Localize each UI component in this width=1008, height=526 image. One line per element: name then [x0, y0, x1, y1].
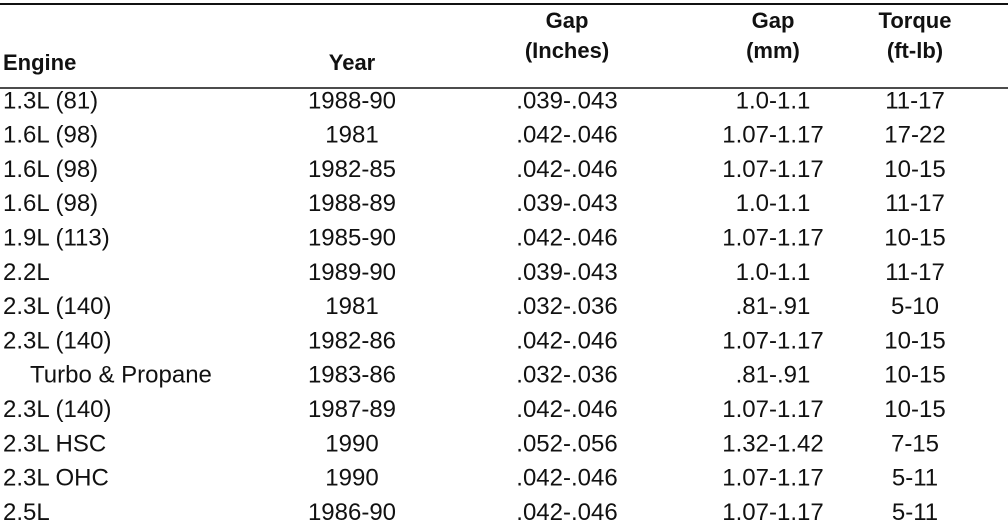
engine-cell: 2.3L (140): [3, 293, 112, 320]
table-cell: 1.07-1.17: [722, 499, 823, 526]
table-cell: 10-15: [884, 327, 945, 354]
engine-cell: 1.3L (81): [3, 87, 98, 114]
table-cell: .81-.91: [736, 293, 811, 320]
table-cell: .81-.91: [736, 362, 811, 389]
engine-cell: 1.6L (98): [3, 190, 98, 217]
table-cell: .032-.036: [516, 362, 617, 389]
column-header: (ft-lb): [887, 38, 943, 63]
engine-cell: 2.3L OHC: [3, 465, 109, 492]
engine-cell: 1.6L (98): [3, 156, 98, 183]
table-cell: 1985-90: [308, 225, 396, 252]
table-cell: 1986-90: [308, 499, 396, 526]
table-cell: 1981: [325, 293, 378, 320]
table-cell: 11-17: [885, 190, 945, 217]
table-cell: 1.07-1.17: [722, 156, 823, 183]
table-cell: 10-15: [884, 156, 945, 183]
table-cell: .042-.046: [516, 465, 617, 492]
table-cell: .042-.046: [516, 156, 617, 183]
table-cell: 5-11: [892, 465, 938, 492]
table-cell: 1.07-1.17: [722, 396, 823, 423]
table-cell: .039-.043: [516, 190, 617, 217]
column-header: Year: [329, 50, 376, 75]
engine-cell: Turbo & Propane: [30, 362, 212, 389]
engine-cell: 2.2L: [3, 259, 50, 286]
engine-cell: 2.3L (140): [3, 396, 112, 423]
table-cell: 1.32-1.42: [722, 430, 823, 457]
table-cell: 1.0-1.1: [736, 87, 811, 114]
table-cell: 17-22: [884, 122, 945, 149]
table-cell: .042-.046: [516, 122, 617, 149]
table-cell: .042-.046: [516, 499, 617, 526]
engine-cell: 2.3L HSC: [3, 430, 106, 457]
table-cell: 1988-90: [308, 87, 396, 114]
table-cell: .042-.046: [516, 225, 617, 252]
table-cell: .039-.043: [516, 87, 617, 114]
table-cell: 1.07-1.17: [722, 465, 823, 492]
table-cell: .052-.056: [516, 430, 617, 457]
table-cell: 1981: [325, 122, 378, 149]
table-cell: 10-15: [884, 362, 945, 389]
table-cell: 1982-86: [308, 327, 396, 354]
table-cell: .042-.046: [516, 396, 617, 423]
table-cell: .039-.043: [516, 259, 617, 286]
table-cell: 1987-89: [308, 396, 396, 423]
table-cell: 10-15: [884, 396, 945, 423]
table-cell: 1.0-1.1: [736, 190, 811, 217]
table-cell: 1983-86: [308, 362, 396, 389]
engine-cell: 2.5L: [3, 499, 50, 526]
column-header: Gap: [546, 8, 589, 33]
table-cell: .032-.036: [516, 293, 617, 320]
column-header: Gap: [752, 8, 795, 33]
table-cell: 11-17: [885, 259, 945, 286]
table-cell: 5-10: [891, 293, 939, 320]
table-cell: 1990: [325, 430, 378, 457]
table-cell: 1.07-1.17: [722, 225, 823, 252]
table-cell: 1.07-1.17: [722, 122, 823, 149]
table-cell: 1982-85: [308, 156, 396, 183]
table-cell: 5-11: [892, 499, 938, 526]
table-cell: 1.0-1.1: [736, 259, 811, 286]
table-cell: 7-15: [891, 430, 939, 457]
table-cell: 11-17: [885, 87, 945, 114]
engine-cell: 2.3L (140): [3, 327, 112, 354]
column-header: (mm): [746, 38, 800, 63]
table-cell: .042-.046: [516, 327, 617, 354]
table-cell: 10-15: [884, 225, 945, 252]
column-header: Torque: [879, 8, 952, 33]
engine-cell: 1.9L (113): [3, 225, 110, 252]
column-header: (Inches): [525, 38, 609, 63]
table-cell: 1.07-1.17: [722, 327, 823, 354]
table-cell: 1989-90: [308, 259, 396, 286]
table-cell: 1988-89: [308, 190, 396, 217]
engine-cell: 1.6L (98): [3, 122, 98, 149]
column-header: Engine: [3, 50, 76, 75]
table-cell: 1990: [325, 465, 378, 492]
